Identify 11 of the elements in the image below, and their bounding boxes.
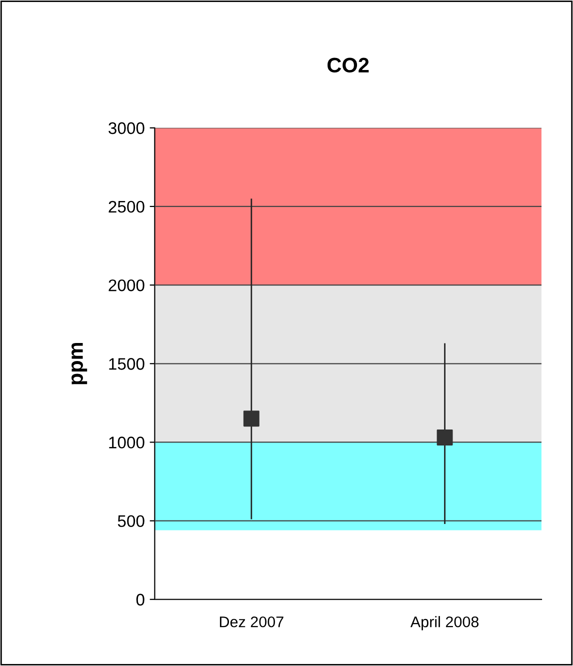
y-tick-label: 1500 (109, 358, 144, 370)
y-tick-label: 2500 (108, 200, 144, 213)
x-tick-label: April 2008 (410, 616, 479, 630)
y-tick-label: 2000 (108, 279, 144, 292)
y-tick-label: 0 (136, 594, 144, 606)
y-tick-label: 500 (118, 515, 144, 528)
y-axis-title: ppm (72, 342, 88, 384)
chart-title: CO2 (328, 58, 369, 73)
y-tick-label: 1000 (109, 436, 144, 448)
x-tick-label: Dez 2007 (220, 616, 284, 628)
y-tick-label: 3000 (108, 122, 144, 134)
